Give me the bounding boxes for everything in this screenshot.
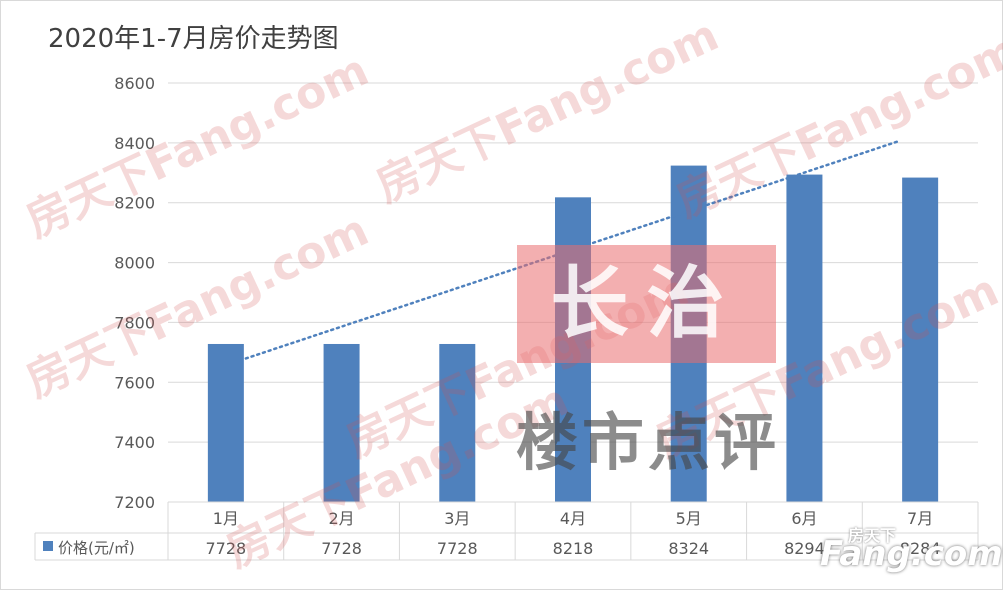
bar-1月 (208, 344, 244, 502)
table-value-label: 8294 (784, 539, 825, 558)
x-category-label: 4月 (560, 509, 586, 528)
y-tick-label: 7600 (114, 373, 155, 392)
x-category-label: 6月 (791, 509, 817, 528)
legend-swatch (43, 541, 53, 551)
x-category-label: 7月 (907, 509, 933, 528)
table-value-label: 7728 (321, 539, 362, 558)
legend-label: 价格(元/㎡) (58, 539, 135, 557)
y-tick-label: 7200 (114, 493, 155, 512)
badge-subtitle-text: 楼市点评 (503, 392, 793, 482)
logo-brand-text: Fang.com (820, 534, 1003, 574)
x-category-label: 5月 (676, 509, 702, 528)
table-value-label: 8324 (668, 539, 709, 558)
x-category-label: 3月 (444, 509, 470, 528)
y-tick-label: 7400 (114, 433, 155, 452)
y-tick-label: 8600 (114, 74, 155, 93)
table-value-label: 7728 (437, 539, 478, 558)
table-value-label: 8218 (553, 539, 594, 558)
badge-city-text: 长治 (517, 245, 776, 363)
y-tick-label: 8000 (114, 254, 155, 273)
